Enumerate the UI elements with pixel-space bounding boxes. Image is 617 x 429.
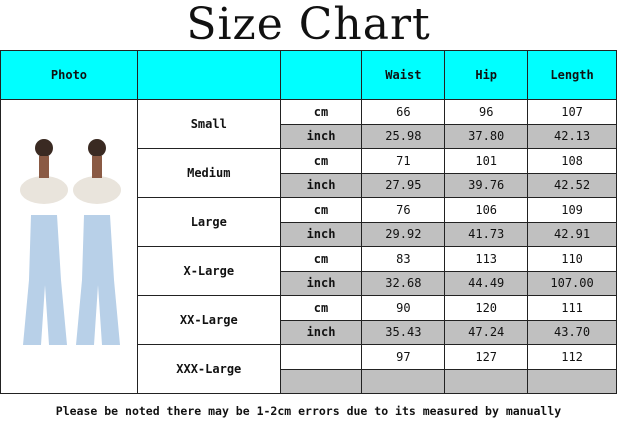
hip-cell: 120 [444, 295, 529, 321]
waist-cell [361, 368, 446, 394]
size-chart-table: Photo Waist Hip Length Small cm 66 96 107 inc… [0, 50, 617, 394]
length-cell [527, 368, 617, 394]
unit-cell [279, 344, 363, 370]
waist-cell: 35.43 [361, 319, 446, 345]
unit-cell: cm [279, 197, 363, 223]
waist-cell: 76 [361, 197, 446, 223]
waist-cell: 83 [361, 246, 446, 272]
waist-cell: 25.98 [361, 123, 446, 149]
table-row: XXX-Large 97 127 112 [1, 344, 617, 394]
product-photo-image [19, 139, 121, 345]
unit-cell: cm [279, 148, 363, 174]
hip-cell: 44.49 [444, 270, 529, 296]
length-cell: 111 [527, 295, 617, 321]
unit-cell: inch [279, 270, 363, 296]
table-row: Large cm 76 106 109 [1, 197, 617, 247]
length-cell: 108 [527, 148, 617, 174]
hip-cell: 47.24 [444, 319, 529, 345]
waist-cell: 90 [361, 295, 446, 321]
length-cell: 43.70 [527, 319, 617, 345]
waist-cell: 71 [361, 148, 446, 174]
unit-cell: cm [279, 295, 363, 321]
table-row: inch 27.95 39.76 42.52 [1, 172, 617, 198]
header-hip: Hip [444, 50, 529, 100]
table-row: Small cm 66 96 107 [0, 99, 617, 394]
hip-cell: 113 [444, 246, 529, 272]
waist-cell: 29.92 [361, 221, 446, 247]
length-cell: 107.00 [527, 270, 617, 296]
hip-cell: 101 [444, 148, 529, 174]
unit-cell: inch [279, 221, 363, 247]
length-cell: 42.13 [527, 123, 617, 149]
hip-cell: 41.73 [444, 221, 529, 247]
unit-cell: inch [279, 319, 363, 345]
table-row: X-Large cm 83 113 110 [1, 246, 617, 296]
size-label: Medium [136, 148, 281, 198]
waist-cell: 66 [361, 99, 446, 125]
length-cell: 42.91 [527, 221, 617, 247]
unit-cell: inch [279, 172, 363, 198]
measurement-note: Please be noted there may be 1-2cm error… [55, 404, 562, 418]
table-row: XX-Large cm 90 120 111 [1, 295, 617, 345]
length-cell: 107 [527, 99, 617, 125]
length-cell: 112 [527, 344, 617, 370]
size-label: X-Large [136, 246, 281, 296]
hip-cell: 37.80 [444, 123, 529, 149]
hip-cell: 39.76 [444, 172, 529, 198]
unit-cell [279, 368, 363, 394]
header-size [136, 50, 281, 100]
unit-cell: cm [279, 246, 363, 272]
waist-cell: 32.68 [361, 270, 446, 296]
hip-cell: 127 [444, 344, 529, 370]
table-row: inch 29.92 41.73 42.91 [1, 221, 617, 247]
length-cell: 42.52 [527, 172, 617, 198]
unit-cell: cm [279, 99, 363, 125]
hip-cell [444, 368, 529, 394]
size-label: XX-Large [136, 295, 281, 345]
header-waist: Waist [361, 50, 446, 100]
hip-cell: 96 [444, 99, 529, 125]
waist-cell: 97 [361, 344, 446, 370]
size-label: Large [136, 197, 281, 247]
photo-cell [0, 99, 138, 394]
table-row: inch 25.98 37.80 42.13 [1, 123, 617, 149]
unit-cell: inch [279, 123, 363, 149]
header-row: Photo Waist Hip Length [0, 50, 617, 100]
table-row: inch 32.68 44.49 107.00 [1, 270, 617, 296]
waist-cell: 27.95 [361, 172, 446, 198]
size-label: XXX-Large [136, 344, 281, 394]
page-title: Size Chart [186, 0, 431, 50]
table-row: inch 35.43 47.24 43.70 [1, 319, 617, 345]
length-cell: 109 [527, 197, 617, 223]
hip-cell: 106 [444, 197, 529, 223]
table-row [1, 368, 617, 394]
header-photo: Photo [0, 50, 138, 100]
header-unit [279, 50, 363, 100]
size-label: Small [136, 99, 281, 149]
header-length: Length [527, 50, 617, 100]
table-row: Medium cm 71 101 108 [1, 148, 617, 198]
length-cell: 110 [527, 246, 617, 272]
